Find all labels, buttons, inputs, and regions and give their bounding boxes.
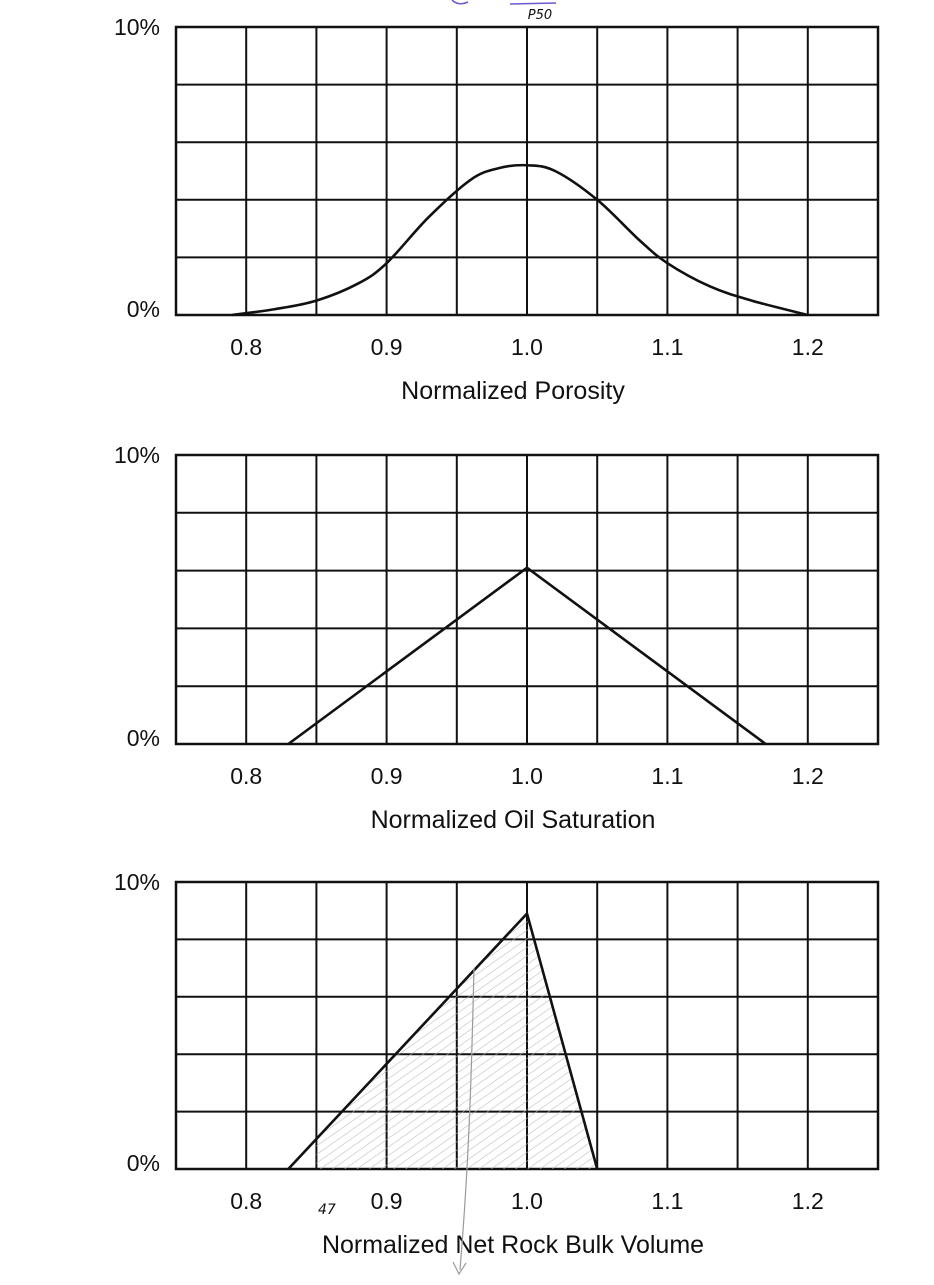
- shaded-area: [288, 914, 597, 1169]
- x-tick-label: 0.9: [371, 763, 403, 789]
- x-tick-label: 1.1: [651, 334, 683, 360]
- series-line: [232, 165, 808, 315]
- x-tick-label: 0.8: [230, 334, 262, 360]
- chart-panel-1: 10% 0% 0.8 0.9 1.0 1.1 1.2 Normalized Porosity: [114, 14, 878, 405]
- x-tick-label: 0.9: [371, 1188, 403, 1214]
- handwritten-note-bottom: 47: [318, 1202, 336, 1218]
- pencil-arrow-icon: [453, 1262, 466, 1274]
- handwritten-note-top: P50: [528, 8, 552, 23]
- x-tick-label: 1.2: [792, 1188, 824, 1214]
- chart-panel-2: 10% 0% 0.8 0.9 1.0 1.1 1.2 Normalized Oil Satur…: [114, 442, 878, 834]
- grid: [176, 27, 878, 315]
- x-axis-label: Normalized Oil Saturation: [371, 806, 656, 834]
- grid: [176, 455, 878, 744]
- x-axis-label: Normalized Porosity: [401, 377, 625, 405]
- x-tick-label: 1.2: [792, 763, 824, 789]
- y-tick-label-bottom: 0%: [127, 1150, 160, 1176]
- x-tick-label: 0.8: [230, 1188, 262, 1214]
- x-tick-label: 1.1: [651, 1188, 683, 1214]
- x-tick-label: 1.0: [511, 1188, 543, 1214]
- x-tick-label: 1.2: [792, 334, 824, 360]
- pen-scribble: [452, 0, 556, 4]
- y-tick-label-top: 10%: [114, 14, 160, 40]
- x-axis-label: Normalized Net Rock Bulk Volume: [322, 1231, 704, 1259]
- x-tick-label: 1.1: [651, 763, 683, 789]
- x-tick-label: 1.0: [511, 763, 543, 789]
- x-tick-label: 0.8: [230, 763, 262, 789]
- y-tick-label-bottom: 0%: [127, 725, 160, 751]
- x-tick-label: 1.0: [511, 334, 543, 360]
- y-tick-label-bottom: 0%: [127, 296, 160, 322]
- chart-panel-3: 10% 0% 0.8 0.9 1.0 1.1 1.2 Normalized Net Rock …: [114, 869, 878, 1259]
- x-tick-label: 0.9: [371, 334, 403, 360]
- y-tick-label-top: 10%: [114, 869, 160, 895]
- y-tick-label-top: 10%: [114, 442, 160, 468]
